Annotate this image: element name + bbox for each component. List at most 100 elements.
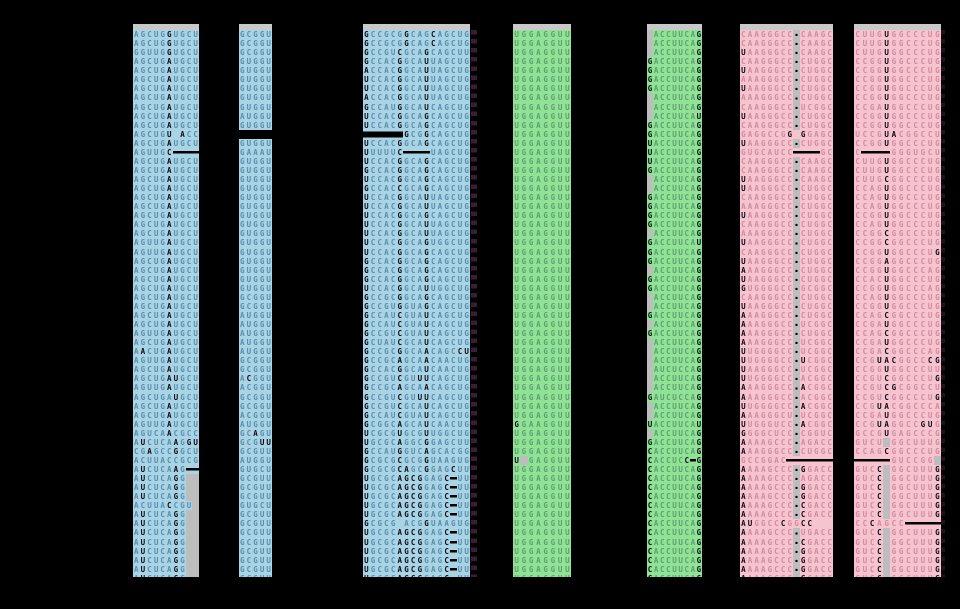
sequence-char: G — [746, 428, 754, 438]
sequence-char: A — [436, 66, 444, 76]
sequence-char: A — [753, 465, 760, 475]
sequence-char: C — [677, 455, 684, 465]
sequence-char: U — [926, 229, 934, 239]
sequence-char: G — [179, 320, 186, 330]
sequence-char: C — [429, 48, 437, 58]
sequence-char: G — [897, 338, 905, 348]
sequence-char: G — [527, 492, 535, 502]
sequence-char: C — [912, 265, 920, 275]
sequence-char: U — [861, 510, 869, 520]
sequence-char: U — [671, 537, 678, 547]
sequence-char: G — [773, 211, 780, 221]
sequence-char: U — [677, 111, 684, 121]
sequence-char: U — [423, 57, 430, 67]
sequence-char: U — [423, 392, 430, 402]
sequence-char: A — [740, 329, 747, 339]
sequence-char: C — [912, 256, 920, 266]
sequence-char — [647, 93, 654, 103]
sequence-char: U — [677, 510, 684, 520]
sequence-char: G — [383, 492, 390, 502]
sequence-char: C — [806, 519, 814, 529]
sequence-char: G — [766, 202, 774, 212]
sequence-char: G — [813, 383, 820, 393]
sequence-char: A — [416, 356, 424, 366]
sequence-char: G — [868, 283, 876, 293]
sequence-char: C — [854, 75, 862, 85]
sequence-char: C — [779, 455, 787, 465]
sequence-char: A — [689, 510, 696, 520]
sequence-char: G — [773, 75, 780, 85]
sequence-char: G — [423, 211, 430, 221]
sequence-char: G — [759, 338, 767, 348]
sequence-char: G — [933, 156, 941, 166]
sequence-char: A — [133, 265, 140, 275]
sequence-char: U — [152, 310, 160, 320]
sequence-char: G — [179, 57, 186, 67]
sequence-char: C — [779, 392, 787, 402]
sequence-char: U — [245, 320, 253, 330]
sequence-char: G — [779, 129, 787, 139]
sequence-char: G — [819, 356, 827, 366]
sequence-char: A — [806, 156, 814, 166]
sequence-char: U — [671, 474, 678, 484]
sequence-char: G — [933, 320, 941, 330]
sequence-char: G — [258, 292, 266, 302]
sequence-char: G — [549, 129, 557, 139]
sequence-char: C — [683, 265, 690, 275]
sequence-char: A — [436, 184, 444, 194]
sequence-char: G — [695, 392, 702, 402]
sequence-char: C — [779, 410, 787, 420]
sequence-char: C — [912, 356, 920, 366]
sequence-char: C — [912, 247, 920, 257]
sequence-char: G — [695, 175, 702, 185]
sequence-char: G — [813, 238, 820, 248]
sequence-char: C — [861, 301, 869, 311]
sequence-char: G — [159, 111, 166, 121]
sequence-char: G — [363, 292, 370, 302]
sequence-char: C — [369, 202, 377, 212]
sequence-char: C — [659, 283, 666, 293]
sequence-char: G — [252, 292, 259, 302]
sequence-char: C — [904, 247, 912, 257]
sequence-char: A — [875, 338, 883, 348]
sequence-char: G — [396, 93, 404, 103]
sequence-char: C — [443, 474, 450, 484]
sequence-char: C — [683, 356, 690, 366]
sequence-char: G — [383, 555, 390, 565]
sequence-char: C — [912, 274, 920, 284]
sequence-char: C — [159, 510, 166, 520]
sequence-char: C — [826, 555, 833, 565]
sequence-char: G — [806, 555, 814, 565]
sequence-char: G — [799, 573, 807, 577]
sequence-char — [793, 220, 800, 230]
sequence-char: A — [653, 510, 660, 520]
sequence-char: C — [799, 310, 807, 320]
sequence-char: A — [746, 265, 754, 275]
sequence-char: G — [897, 555, 905, 565]
sequence-char: G — [819, 111, 827, 121]
sequence-char: G — [403, 102, 410, 112]
sequence-char: G — [890, 165, 898, 175]
sequence-char: C — [383, 455, 390, 465]
sequence-char — [786, 455, 794, 465]
sequence-char: G — [890, 383, 898, 393]
sequence-char: G — [527, 437, 535, 447]
sequence-char: G — [252, 184, 259, 194]
sequence-char: C — [659, 39, 666, 49]
sequence-char: C — [409, 347, 417, 357]
sequence-char: C — [854, 111, 862, 121]
sequence-char: G — [897, 347, 905, 357]
